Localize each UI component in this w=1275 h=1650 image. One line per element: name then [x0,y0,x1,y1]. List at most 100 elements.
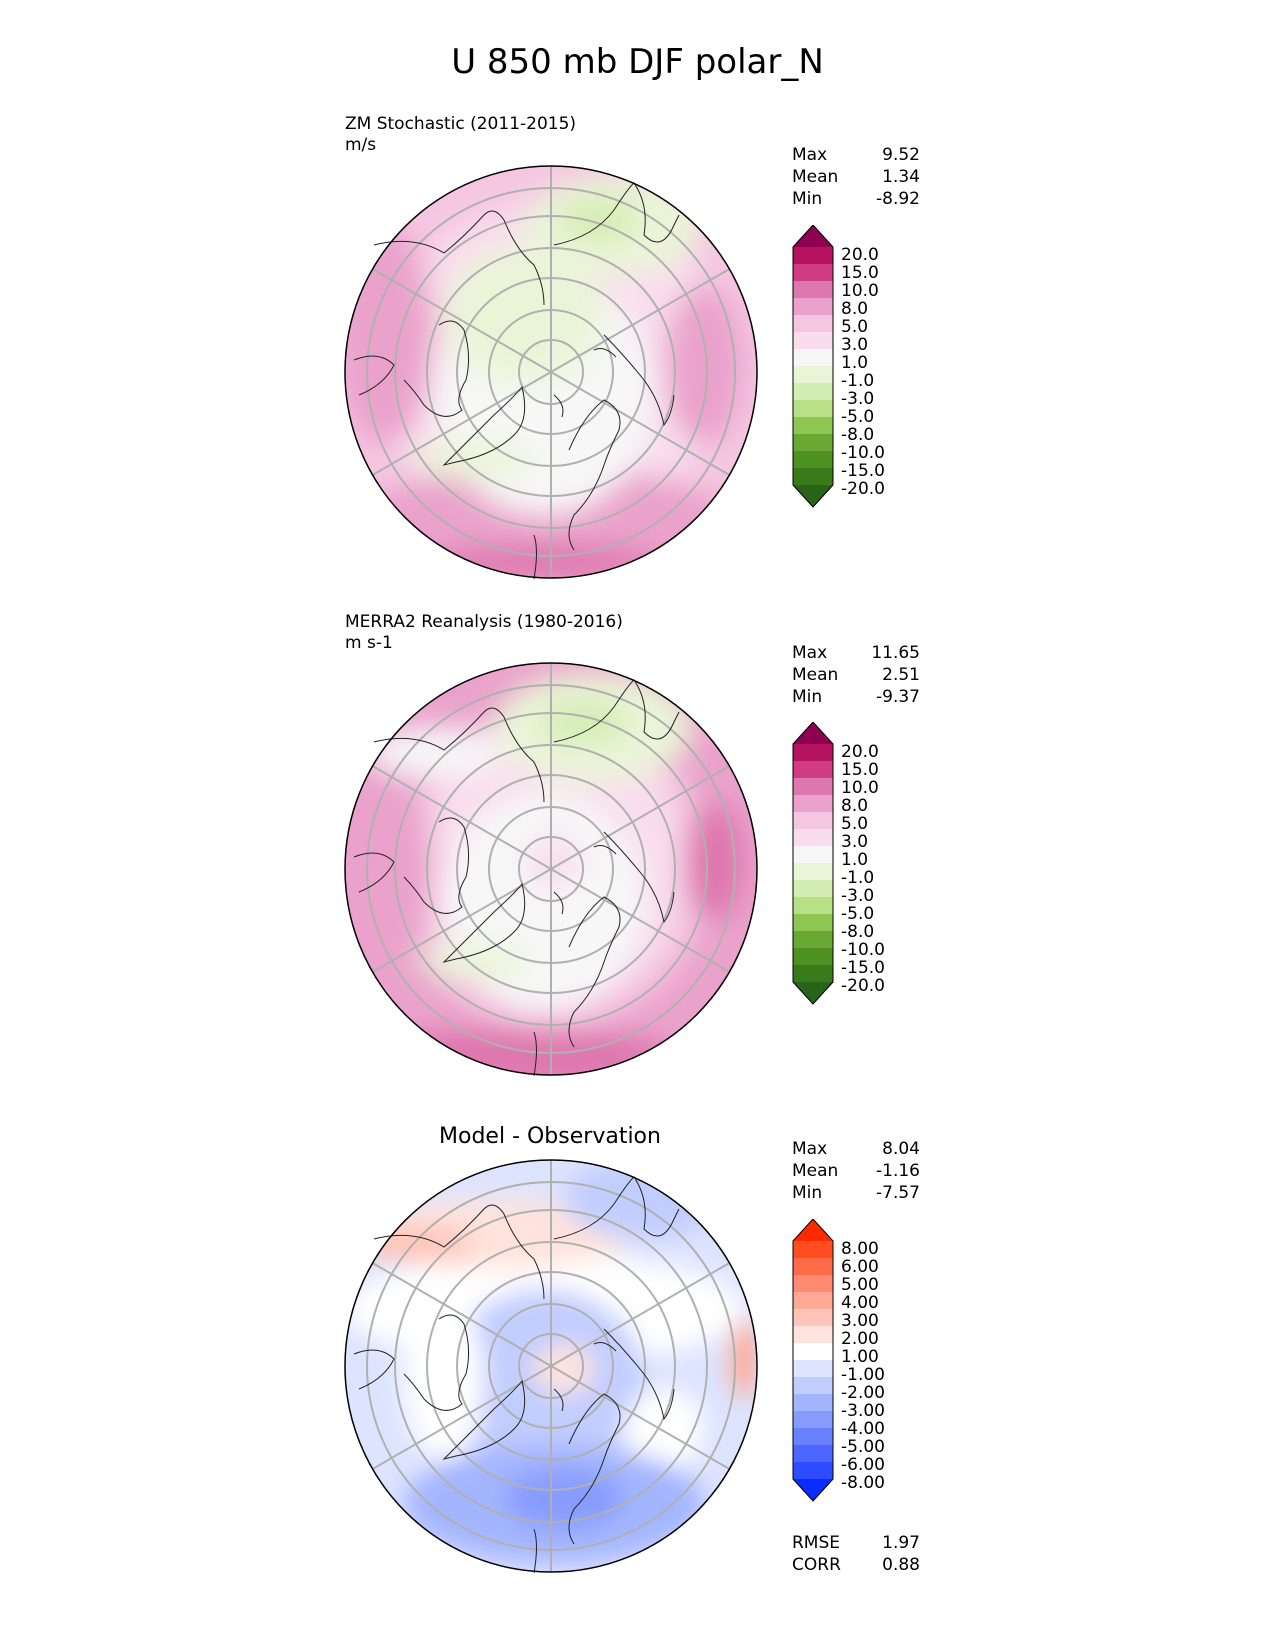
colorbar-tick: 4.00 [841,1293,879,1313]
colorbar-swatch [793,315,833,333]
stat-value: 2.51 [882,665,920,685]
colorbar-swatch [793,1445,833,1463]
obs-colorbar-swatches [792,721,834,1005]
colorbar-outline [792,721,834,1005]
colorbar-tick: -20.0 [841,976,885,996]
stat-label: Min [792,687,823,707]
colorbar-swatch [793,247,833,265]
colorbar-tick: 15.0 [841,760,879,780]
colorbar-tick: 5.0 [841,814,869,834]
stat-value: 8.04 [882,1139,920,1159]
colorbar-tick: -10.0 [841,443,885,463]
colorbar-swatch [793,349,833,367]
colorbar-swatch [793,451,833,469]
colorbar-tick: -4.00 [841,1419,885,1439]
colorbar-swatch [793,434,833,452]
obs-dataset-name: MERRA2 Reanalysis (1980-2016) [345,612,623,632]
graticule [366,166,736,578]
colorbar-swatch [793,1360,833,1378]
colorbar-swatch [793,1326,833,1344]
colorbar-swatch [793,366,833,384]
colorbar-swatch [793,1377,833,1395]
colorbar-tick: -5.00 [841,1437,885,1457]
coastlines [353,679,680,1076]
model-colorbar-swatches [792,224,834,508]
model-panel-label: ZM Stochastic (2011-2015) m/s [345,114,576,156]
diff-colorbar [790,1218,836,1519]
colorbar-cap-top [793,1219,833,1241]
colorbar-tick: 1.00 [841,1347,879,1367]
stat-value: 1.34 [882,167,920,187]
colorbar-tick: 8.0 [841,796,869,816]
diff-polar-map [344,1159,758,1573]
colorbar-swatch [793,417,833,435]
colorbar-tick: -3.0 [841,389,875,409]
colorbar-swatch [793,281,833,299]
model-stats: Max 9.52 Mean 1.34 Min -8.92 [792,144,920,210]
model-dataset-name: ZM Stochastic (2011-2015) [345,114,577,134]
colorbar-swatch [793,744,833,762]
colorbar-tick: -5.0 [841,407,875,427]
colorbar-tick: 5.0 [841,317,869,337]
stat-label: Min [792,1183,823,1203]
stat-label: Min [792,189,823,209]
stat-label: Mean [792,167,839,187]
colorbar-swatch [793,846,833,864]
metric-value: 0.88 [882,1555,920,1575]
colorbar-cap-bottom [793,982,833,1004]
colorbar-swatch [793,468,833,486]
colorbar-swatch [793,332,833,350]
colorbar-swatch [793,264,833,282]
colorbar-cap-bottom [793,485,833,507]
metric-label: CORR [792,1555,841,1575]
colorbar-swatch [793,761,833,779]
stat-value: 9.52 [882,145,920,165]
colorbar-swatch [793,863,833,881]
colorbar-cap-top [793,225,833,247]
colorbar-tick: -15.0 [841,461,885,481]
obs-panel-label: MERRA2 Reanalysis (1980-2016) m s-1 [345,612,623,654]
colorbar-swatch [793,948,833,966]
colorbar-swatch [793,1462,833,1480]
colorbar-swatch [793,383,833,401]
colorbar-tick: 1.0 [841,353,869,373]
colorbar-tick: -8.00 [841,1473,885,1493]
colorbar-swatch [793,298,833,316]
colorbar-cap-top [793,722,833,744]
colorbar-tick: 8.00 [841,1239,879,1259]
model-colorbar [790,224,836,525]
colorbar-tick: 3.0 [841,335,869,355]
graticule [366,1160,736,1572]
model-units: m/s [345,135,377,155]
colorbar-cap-bottom [793,1479,833,1501]
stat-label: Max [792,643,828,663]
colorbar-tick: -3.0 [841,886,875,906]
stat-label: Mean [792,1161,839,1181]
colorbar-tick: -20.0 [841,479,885,499]
colorbar-tick: -2.00 [841,1383,885,1403]
colorbar-tick: -10.0 [841,940,885,960]
colorbar-tick: 20.0 [841,742,879,762]
diff-panel-title: Model - Observation [439,1124,661,1149]
colorbar-tick: 6.00 [841,1257,879,1277]
model-polar-map [344,165,758,579]
graticule [366,663,736,1075]
colorbar-swatch [793,965,833,983]
colorbar-swatch [793,1428,833,1446]
stat-value: -8.92 [876,189,920,209]
stat-label: Mean [792,665,839,685]
metric-label: RMSE [792,1533,841,1553]
metric-value: 1.97 [882,1533,920,1553]
colorbar-swatch [793,914,833,932]
diff-metrics: RMSE 1.97 CORR 0.88 [792,1532,920,1576]
colorbar-tick: -5.0 [841,904,875,924]
colorbar-tick: 1.0 [841,850,869,870]
colorbar-swatch [793,778,833,796]
stat-value: -7.57 [876,1183,920,1203]
colorbar-tick: -1.0 [841,371,875,391]
diff-colorbar-swatches [792,1218,834,1502]
colorbar-swatch [793,1241,833,1259]
colorbar-tick: 2.00 [841,1329,879,1349]
colorbar-outline [792,1218,834,1502]
colorbar-swatch [793,880,833,898]
